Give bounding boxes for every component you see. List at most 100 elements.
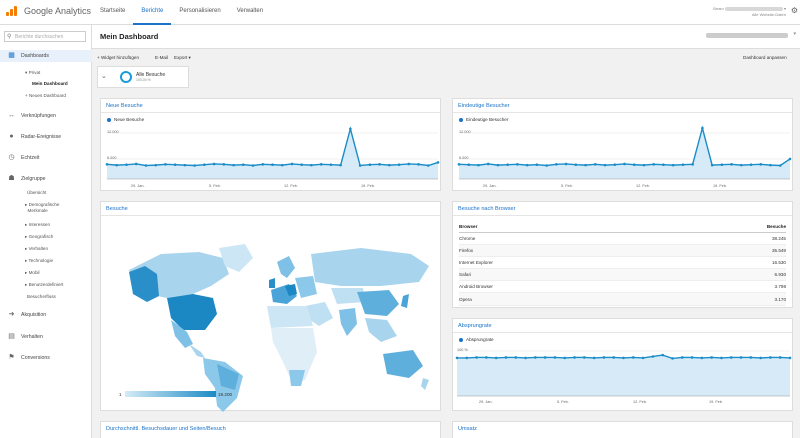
widget-besuche-nach-browser: Besuche nach Browser Browser Besuche Chr… [452, 201, 793, 308]
data-point [632, 163, 636, 167]
sidebar-item-geografisch[interactable]: ▸ Geografisch [25, 234, 54, 239]
data-point [193, 164, 196, 167]
widget-title[interactable]: Eindeutige Besucher [458, 103, 510, 109]
data-point [623, 162, 626, 166]
data-point [720, 163, 724, 167]
map-region-china [357, 290, 399, 316]
y-tick-label: 6.000 [459, 156, 469, 160]
sidebar-item-benutzerdefiniert[interactable]: ▸ Benutzerdefiniert [25, 282, 64, 287]
data-point [631, 356, 635, 359]
data-point [661, 353, 664, 357]
data-point [681, 163, 685, 167]
date-range-picker-redacted[interactable] [706, 33, 788, 38]
email-button[interactable]: E-Mail [155, 55, 169, 60]
account-label: Beam [713, 6, 724, 11]
data-point [388, 163, 391, 167]
sidebar-item-akquisition[interactable]: ➜ Akquisition [0, 309, 92, 321]
browser-name[interactable]: Internet Explorer [459, 256, 669, 270]
data-point [759, 163, 763, 166]
column-header-besuche[interactable]: Besuche [668, 222, 786, 233]
map-region-central-america [189, 344, 205, 358]
sidebar-item-neues-dashboard[interactable]: + Neues Dashboard [25, 93, 66, 98]
data-point [407, 162, 411, 166]
chevron-down-icon[interactable]: ▾ [793, 31, 796, 37]
browser-name[interactable]: Android Browser [459, 280, 669, 294]
sidebar-item-uebersicht[interactable]: Übersicht [27, 190, 47, 195]
data-point [584, 163, 587, 167]
widget-title[interactable]: Umsatz [458, 426, 477, 432]
gear-icon[interactable]: ⚙ [790, 6, 798, 15]
sidebar-item-verhalten-sub[interactable]: ▸ Verhalten [25, 246, 49, 251]
sidebar-item-dashboards[interactable]: ▦ Dashboards [0, 50, 92, 62]
tab-startseite[interactable]: Startseite [100, 8, 126, 14]
world-map[interactable] [101, 202, 442, 412]
sidebar-item-verknuepfungen[interactable]: ↔ Verknüpfungen [0, 110, 92, 122]
chevron-down-icon[interactable]: ⌄ [101, 73, 107, 80]
export-button[interactable]: Export ▾ [174, 55, 191, 60]
sidebar-item-mein-dashboard[interactable]: Mein Dashboard [32, 81, 68, 86]
data-point [290, 162, 294, 166]
widget-title[interactable]: Besuche nach Browser [458, 206, 516, 212]
data-point [261, 163, 265, 166]
data-point [465, 356, 469, 360]
account-selector[interactable]: Beam ▾ Alle Website-Daten [713, 6, 786, 17]
table-row: Internet Explorer 16.530 [459, 256, 786, 270]
x-tick-label: 12. Feb. [633, 400, 647, 404]
sidebar-item-privat[interactable]: ▾ Privat [25, 70, 41, 75]
tab-berichte[interactable]: Berichte [133, 0, 172, 25]
data-point [612, 356, 616, 359]
browser-visits: 16.530 [668, 256, 786, 270]
sidebar-item-verhalten[interactable]: ▤ Verhalten [0, 331, 92, 343]
map-legend-min: 1 [119, 392, 122, 397]
data-point [154, 163, 157, 167]
data-point [739, 356, 743, 359]
sidebar-item-interessen[interactable]: ▸ Interessen [25, 222, 51, 227]
table-row: Android Browser 3.798 [459, 280, 786, 294]
tab-verwalten[interactable]: Verwalten [236, 8, 264, 14]
data-point [769, 356, 772, 359]
customize-dashboard-button[interactable]: Dashboard anpassen [743, 55, 787, 60]
data-point [486, 162, 490, 166]
map-region-uk [269, 278, 275, 288]
data-point [358, 164, 362, 167]
add-widget-button[interactable]: + Widget hinzufügen [97, 55, 140, 60]
sidebar-item-conversions[interactable]: ⚑ Conversions [0, 352, 92, 364]
data-point [700, 356, 704, 360]
browser-visits: 3.798 [668, 280, 786, 294]
widget-title[interactable]: Absprungrate [458, 323, 492, 329]
app-name: Google Analytics [24, 5, 92, 16]
browser-name[interactable]: Firefox [459, 244, 669, 257]
sidebar-item-echtzeit[interactable]: ◷ Echtzeit [0, 152, 92, 164]
widget-title[interactable]: Neue Besuche [106, 103, 143, 109]
browser-name[interactable]: Safari [459, 268, 669, 282]
sidebar-item-mobil[interactable]: ▸ Mobil [25, 270, 40, 275]
table-row: Firefox 35.549 [459, 244, 786, 257]
sidebar-item-zielgruppe[interactable]: ☗ Zielgruppe [0, 173, 92, 185]
map-region-russia [311, 248, 429, 286]
browser-visits: 6.930 [668, 268, 786, 282]
report-search-input[interactable]: ⚲ Berichte durchsuchen [4, 31, 86, 42]
browser-visits: 38.245 [668, 232, 786, 245]
data-point [173, 163, 177, 167]
sidebar-item-besucherfluss[interactable]: Besucherfluss [27, 294, 56, 299]
map-region-australia [383, 350, 423, 378]
sidebar-item-radar-ereignisse[interactable]: ● Radar-Ereignisse [0, 131, 92, 143]
sidebar-item-label: Verhalten [21, 334, 43, 340]
data-point [593, 163, 597, 166]
google-analytics-logo[interactable]: Google Analytics [6, 5, 91, 16]
tab-personalisieren[interactable]: Personalisieren [179, 8, 221, 14]
conversions-icon: ⚑ [8, 354, 15, 361]
data-point [622, 356, 625, 360]
data-point [525, 163, 529, 167]
legend-dot-icon [459, 117, 463, 122]
widget-title[interactable]: Durchschnittl. Besuchsdauer und Seiten/B… [106, 426, 226, 432]
segment-selector[interactable]: ⌄ Alle Besuche 100,00 % [97, 66, 189, 88]
account-email-redacted [724, 6, 783, 11]
widget-title[interactable]: Besuche [106, 206, 128, 212]
sidebar-item-demografische-merkmale[interactable]: ▸ Demografische Merkmale [25, 202, 60, 213]
column-header-browser[interactable]: Browser [459, 222, 669, 233]
browser-name[interactable]: Opera [459, 292, 669, 306]
browser-name[interactable]: Chrome [459, 232, 669, 245]
data-point [134, 162, 138, 166]
sidebar-item-technologie[interactable]: ▸ Technologie [25, 258, 54, 263]
